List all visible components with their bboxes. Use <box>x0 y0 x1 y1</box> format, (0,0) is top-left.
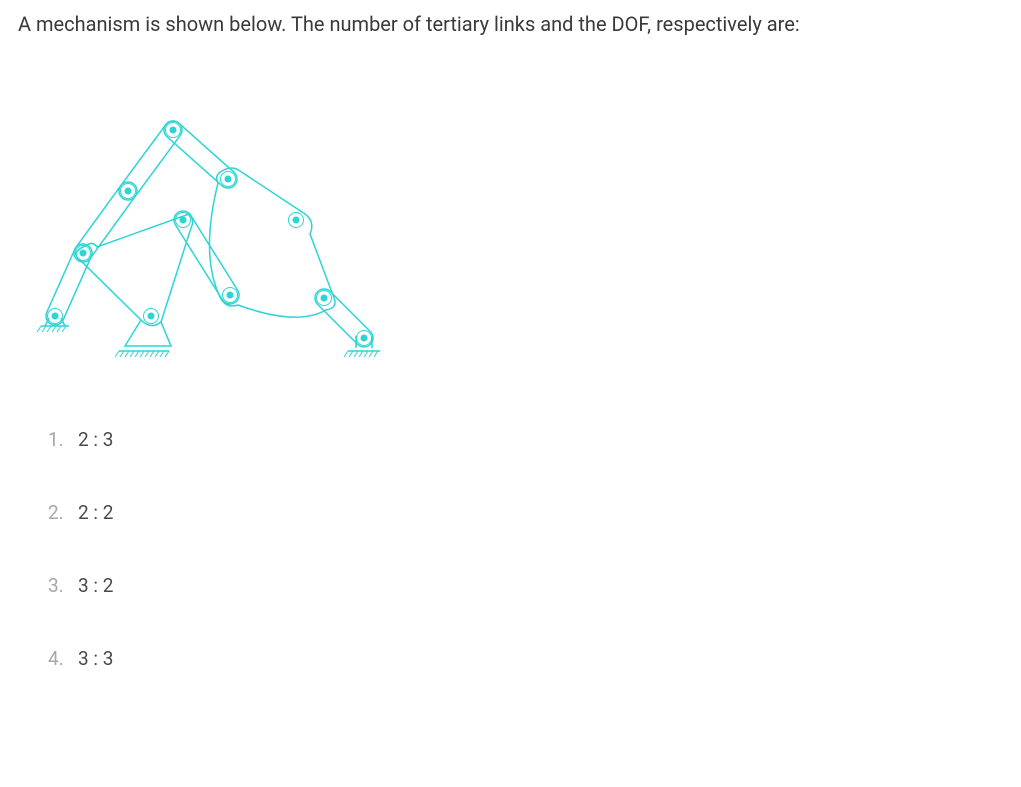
option-2[interactable]: 2. 2 : 2 <box>48 501 1003 524</box>
option-number: 2. <box>48 501 64 524</box>
option-number: 3. <box>48 574 64 597</box>
option-4[interactable]: 4. 3 : 3 <box>48 647 1003 670</box>
option-number: 4. <box>48 647 64 670</box>
mechanism-diagram <box>18 68 418 378</box>
option-1[interactable]: 1. 2 : 3 <box>48 428 1003 451</box>
question-text: A mechanism is shown below. The number o… <box>18 10 1003 38</box>
options-list: 1. 2 : 3 2. 2 : 2 3. 3 : 2 4. 3 : 3 <box>18 428 1003 670</box>
option-text: 3 : 2 <box>78 574 113 597</box>
option-text: 2 : 3 <box>78 428 113 451</box>
option-text: 2 : 2 <box>78 501 113 524</box>
option-text: 3 : 3 <box>78 647 113 670</box>
option-number: 1. <box>48 428 64 451</box>
option-3[interactable]: 3. 3 : 2 <box>48 574 1003 597</box>
